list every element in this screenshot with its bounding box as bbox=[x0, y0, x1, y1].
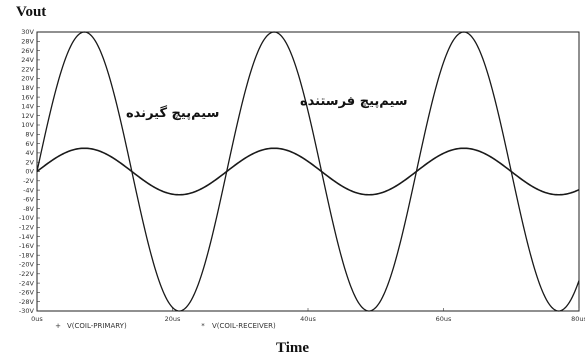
y-tick-label: -6V bbox=[23, 196, 34, 204]
y-tick-label: -22V bbox=[19, 270, 35, 278]
x-tick-label: 60us bbox=[436, 315, 452, 323]
y-tick-label: -26V bbox=[19, 289, 35, 297]
y-tick-label: 28V bbox=[21, 38, 34, 46]
y-tick-label: -16V bbox=[19, 242, 35, 250]
y-tick-label: -12V bbox=[19, 224, 35, 232]
y-tick-label: -28V bbox=[19, 298, 35, 306]
y-tick-label: -4V bbox=[23, 186, 34, 194]
y-tick-label: 26V bbox=[21, 47, 34, 55]
y-tick-label: -30V bbox=[19, 307, 35, 315]
legend-marker-primary: + bbox=[55, 322, 61, 330]
y-tick-label: -18V bbox=[19, 251, 35, 259]
y-tick-label: -14V bbox=[19, 233, 35, 241]
y-tick-label: 18V bbox=[21, 84, 34, 92]
x-tick-label: 0us bbox=[31, 315, 43, 323]
y-tick-label: -10V bbox=[19, 214, 35, 222]
y-tick-label: 12V bbox=[21, 112, 34, 120]
x-tick-label: 20us bbox=[165, 315, 181, 323]
y-tick-label: -24V bbox=[19, 279, 35, 287]
plot-frame bbox=[36, 31, 580, 312]
legend-label-primary: V(COIL-PRIMARY) bbox=[67, 322, 127, 330]
y-tick-label: -2V bbox=[23, 177, 34, 185]
y-tick-label: 22V bbox=[21, 65, 34, 73]
annotation-primary: سیم‌پیچ فرستنده bbox=[300, 94, 408, 109]
y-tick-label: 10V bbox=[21, 121, 34, 129]
legend-label-receiver: V(COIL-RECEIVER) bbox=[212, 322, 276, 330]
annotation-receiver: سیم‌پیچ گیرنده bbox=[126, 106, 220, 121]
legend-entry-primary: + V(COIL-PRIMARY) bbox=[55, 322, 127, 330]
y-tick-label: 14V bbox=[21, 103, 34, 111]
x-tick-label: 80us bbox=[571, 315, 585, 323]
legend-entry-receiver: * V(COIL-RECEIVER) bbox=[200, 322, 276, 330]
x-axis-title: Time bbox=[275, 340, 310, 356]
x-tick-label: 40us bbox=[300, 315, 316, 323]
y-tick-label: 0V bbox=[25, 168, 34, 176]
y-tick-label: 8V bbox=[25, 131, 34, 139]
y-tick-label: 16V bbox=[21, 93, 34, 101]
y-tick-label: -20V bbox=[19, 261, 35, 269]
y-tick-label: 2V bbox=[25, 158, 34, 166]
series-line-receiver bbox=[36, 147, 580, 196]
y-axis-title: Vout bbox=[16, 4, 47, 20]
y-tick-label: 4V bbox=[25, 149, 34, 157]
y-tick-label: 24V bbox=[21, 56, 34, 64]
y-tick-label: 30V bbox=[21, 28, 34, 36]
series-line-primary bbox=[36, 31, 580, 312]
y-tick-label: -8V bbox=[23, 205, 34, 213]
legend-marker-receiver: * bbox=[201, 322, 205, 330]
y-tick-label: 6V bbox=[25, 140, 34, 148]
y-tick-label: 20V bbox=[21, 75, 34, 83]
